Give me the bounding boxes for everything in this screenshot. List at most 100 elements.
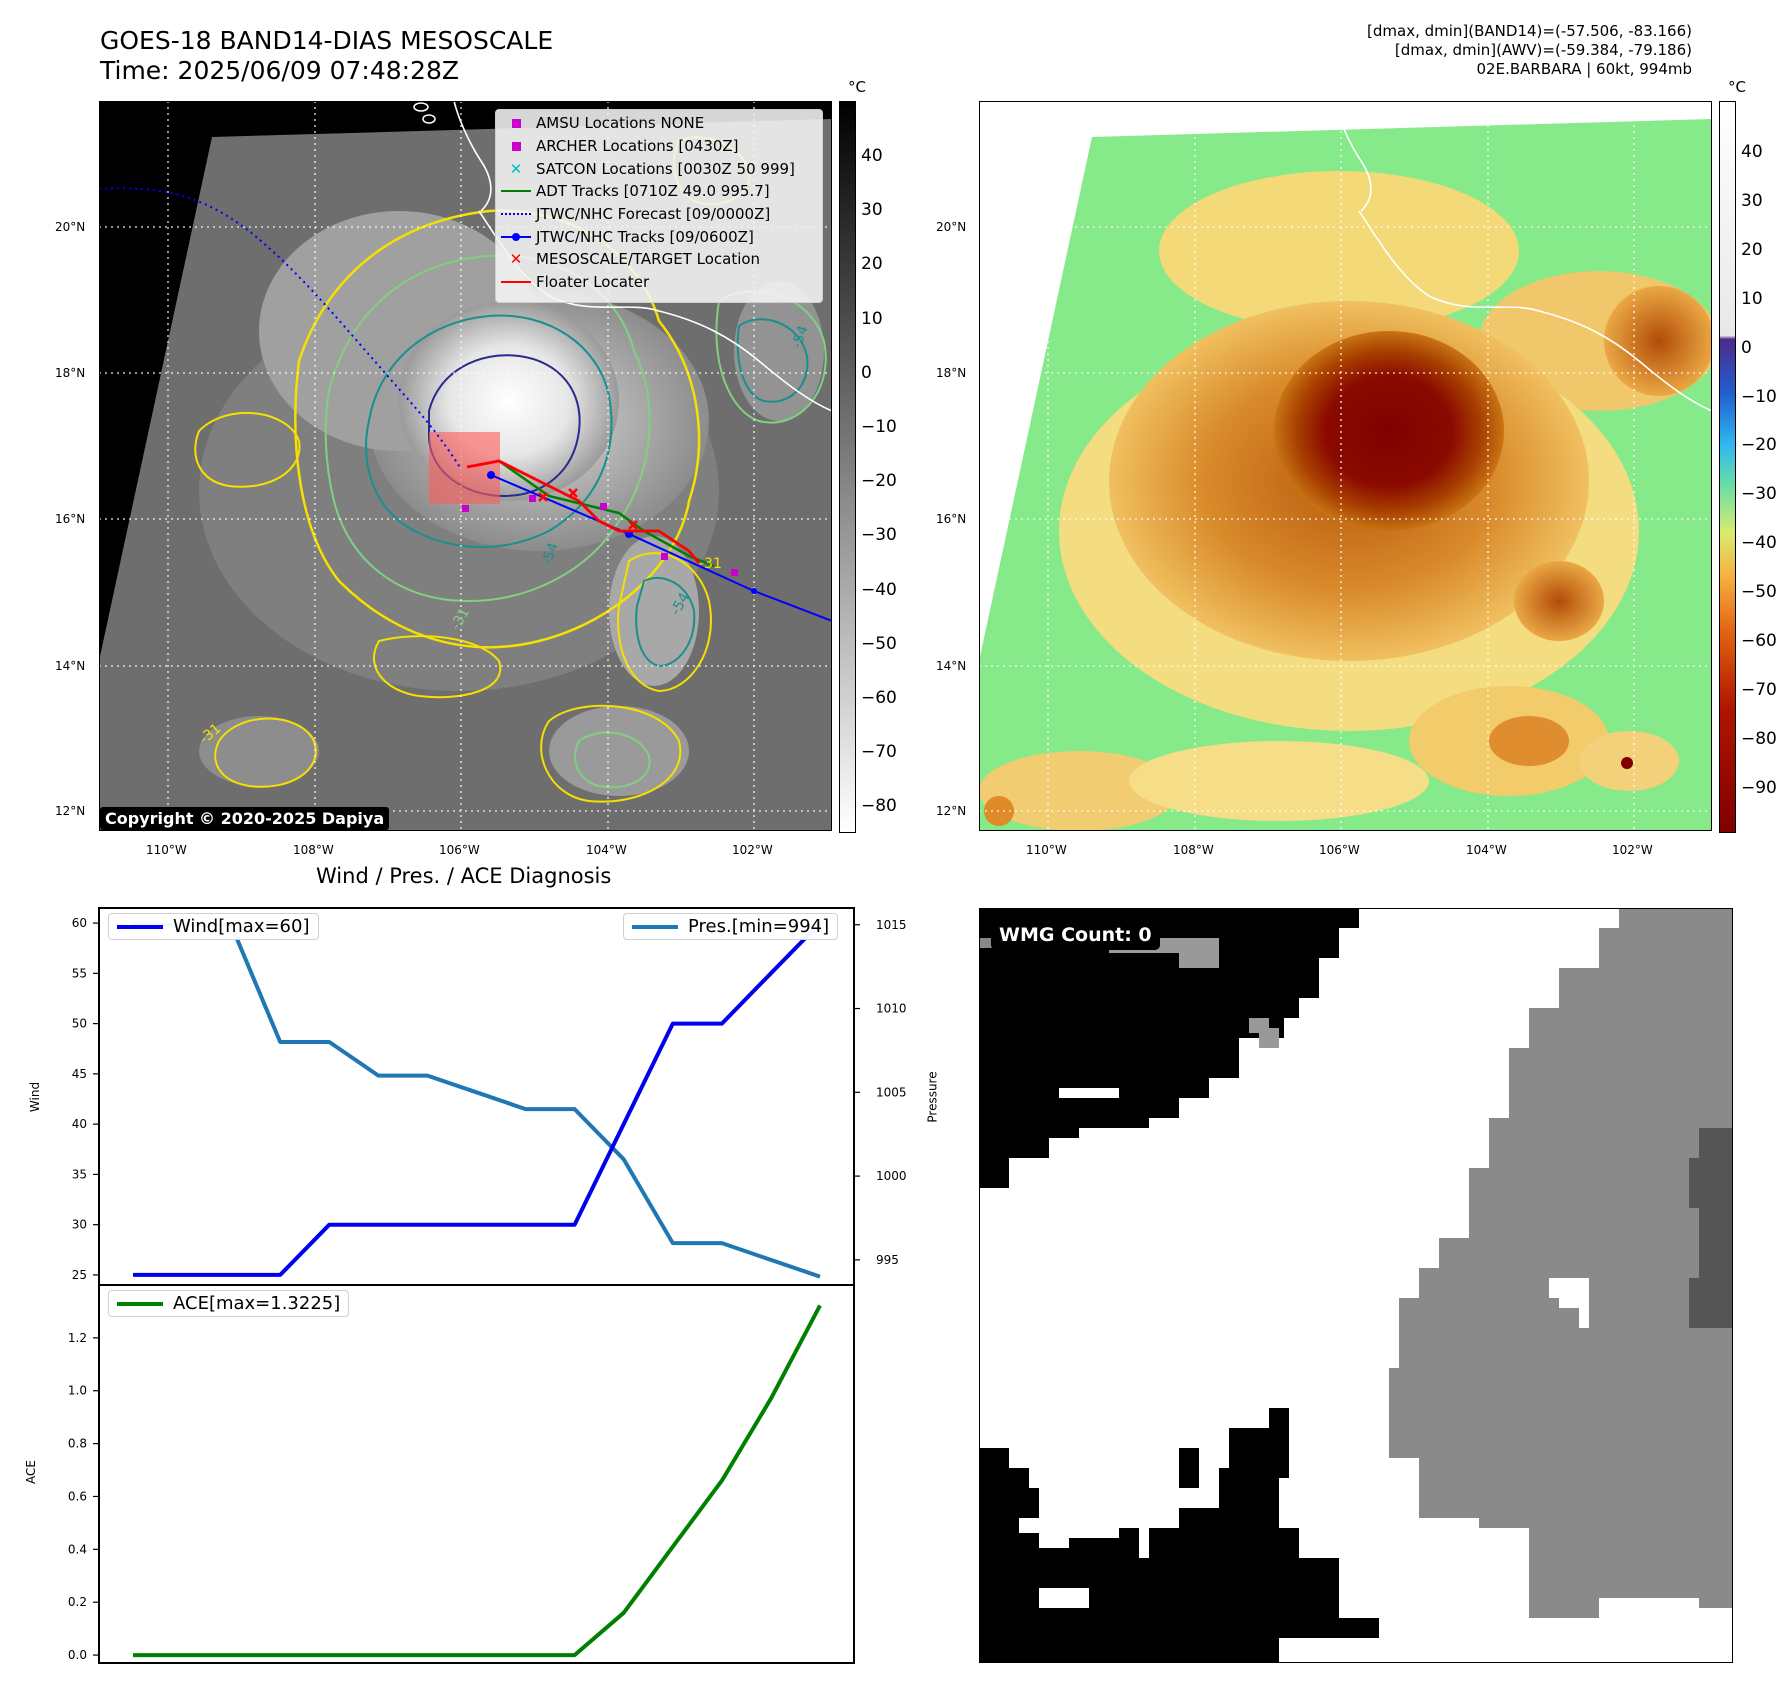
legend-item-forecast: JTWC/NHC Forecast [09/0000Z]	[496, 203, 822, 226]
legend-item-satcon: ✕ SATCON Locations [0030Z 50 999]	[496, 157, 822, 180]
colorbar-tick-label: 30	[861, 200, 883, 221]
right-colorbar-unit: °C	[1728, 78, 1746, 96]
lon-tick: 106°W	[439, 843, 480, 857]
wind-legend: Wind[max=60]	[108, 913, 319, 940]
lat-tick: 16°N	[55, 512, 86, 526]
lon-tick: 102°W	[732, 843, 773, 857]
pressure-tick-label: 1005	[876, 1085, 907, 1099]
colorbar-tick-label: 20	[861, 254, 883, 275]
title-line-1: GOES-18 BAND14-DIAS MESOSCALE	[100, 26, 554, 55]
colorbar-tick-label: 30	[1741, 190, 1763, 211]
wind-tick-label: 55	[72, 966, 87, 980]
colorbar-tick-label: 40	[861, 146, 883, 166]
square-marker-icon	[511, 118, 521, 128]
colorbar-tick-label: −10	[1741, 386, 1777, 407]
copyright-badge: Copyright © 2020-2025 Dapiya	[100, 807, 390, 830]
x-marker-icon: ✕	[509, 159, 523, 178]
legend-item-adt: ADT Tracks [0710Z 49.0 995.7]	[496, 180, 822, 203]
lon-tick: 102°W	[1612, 843, 1653, 857]
wmg-image	[979, 908, 1733, 1663]
right-map-panel	[979, 101, 1712, 831]
legend-item-archer: ARCHER Locations [0430Z]	[496, 135, 822, 158]
wind-tick-label: 35	[72, 1167, 87, 1181]
solid-line-icon	[501, 190, 531, 193]
colorbar-tick-label: −20	[1741, 435, 1777, 456]
ace-legend: ACE[max=1.3225]	[108, 1290, 350, 1317]
colorbar-tick-label: −80	[1741, 728, 1777, 749]
lat-tick: 12°N	[55, 804, 86, 818]
colorbar-tick-label: −50	[861, 633, 897, 654]
right-colorbar	[1719, 101, 1736, 833]
right-map-image	[979, 101, 1712, 831]
stats-block: [dmax, dmin](BAND14)=(-57.506, -83.166) …	[1367, 22, 1692, 79]
wind-series-line	[133, 921, 822, 1277]
colorbar-tick-label: 0	[861, 362, 872, 383]
wmg-count-badge: WMG Count: 0	[991, 920, 1160, 950]
lon-tick: 108°W	[1173, 843, 1214, 857]
legend-item-mesoscale: ✕ MESOSCALE/TARGET Location	[496, 248, 822, 271]
colorbar-tick-label: 10	[1741, 288, 1763, 309]
colorbar-tick-label: −70	[861, 742, 897, 763]
pressure-tick-label: 1000	[876, 1169, 907, 1183]
square-marker-icon	[511, 141, 521, 151]
ace-axes-frame	[98, 1284, 855, 1664]
colorbar-tick-label: −40	[861, 579, 897, 600]
colorbar-tick-label: −30	[861, 525, 897, 546]
dotted-line-icon	[501, 213, 531, 216]
lon-tick: 104°W	[1466, 843, 1507, 857]
lon-tick: 106°W	[1319, 843, 1360, 857]
wind-pressure-axes-frame	[98, 907, 855, 1286]
contour-label: -31	[699, 556, 722, 572]
solid-line-icon	[501, 281, 531, 284]
legend-item-tracks: JTWC/NHC Tracks [09/0600Z]	[496, 225, 822, 248]
colorbar-tick-label: 40	[1741, 142, 1763, 162]
lat-tick: 20°N	[936, 220, 967, 234]
lat-tick: 18°N	[55, 366, 86, 380]
title-line-2: Time: 2025/06/09 07:48:28Z	[100, 56, 459, 85]
wind-tick-label: 40	[72, 1117, 87, 1131]
colorbar-tick-label: −20	[861, 471, 897, 492]
colorbar-tick-label: 0	[1741, 337, 1752, 358]
diagnosis-chart: 25 30 35 40 45 50 55 60 995 1000 1005 1010 1015 0.0 0.…	[68, 907, 907, 1664]
stats-line-1: [dmax, dmin](BAND14)=(-57.506, -83.166)	[1367, 22, 1692, 40]
chart-title: Wind / Pres. / ACE Diagnosis	[316, 864, 612, 888]
colorbar-tick-label: −50	[1741, 582, 1777, 603]
legend-item-amsu: AMSU Locations NONE	[496, 112, 822, 135]
lon-tick: 104°W	[586, 843, 627, 857]
colorbar-tick-label: 20	[1741, 239, 1763, 260]
left-colorbar-unit: °C	[848, 78, 866, 96]
lon-tick: 110°W	[1026, 843, 1067, 857]
wmg-panel: WMG Count: 0	[979, 908, 1733, 1663]
pressure-series-line	[133, 922, 821, 1279]
x-marker-icon: ✕	[509, 250, 523, 269]
pressure-legend: Pres.[min=994]	[623, 913, 839, 940]
colorbar-tick-label: −60	[1741, 631, 1777, 651]
lat-tick: 14°N	[55, 659, 86, 673]
lon-tick: 108°W	[293, 843, 334, 857]
left-map-panel: -54 -54 -31 -31 -54 -31 AMSU Locations N…	[99, 101, 832, 831]
ace-tick-label: 1.0	[68, 1384, 87, 1398]
colorbar-tick-label: 10	[861, 308, 883, 329]
left-colorbar	[839, 101, 856, 833]
lat-tick: 14°N	[936, 659, 967, 673]
ace-tick-label: 0.2	[68, 1595, 87, 1609]
figure-title: GOES-18 BAND14-DIAS MESOSCALE Time: 2025…	[100, 26, 553, 86]
stats-line-2: [dmax, dmin](AWV)=(-59.384, -79.186)	[1394, 41, 1692, 59]
lat-tick: 12°N	[936, 804, 967, 818]
colorbar-tick-label: −10	[861, 417, 897, 437]
pressure-tick-label: 1015	[876, 918, 907, 932]
line-dot-icon	[501, 232, 531, 241]
ace-tick-label: 0.4	[68, 1542, 87, 1556]
ace-tick-label: 0.8	[68, 1437, 87, 1451]
pressure-tick-label: 995	[876, 1253, 899, 1267]
lat-tick: 16°N	[936, 512, 967, 526]
stats-line-3: 02E.BARBARA | 60kt, 994mb	[1476, 60, 1692, 78]
colorbar-tick-label: −40	[1741, 533, 1777, 554]
ace-legend-line	[117, 1301, 163, 1306]
wind-tick-label: 45	[72, 1067, 87, 1081]
lat-tick: 18°N	[936, 366, 967, 380]
ace-tick-label: 1.2	[68, 1331, 87, 1345]
wind-tick-label: 25	[72, 1268, 87, 1282]
colorbar-tick-label: −70	[1741, 679, 1777, 700]
ace-tick-label: 0.0	[68, 1648, 87, 1662]
